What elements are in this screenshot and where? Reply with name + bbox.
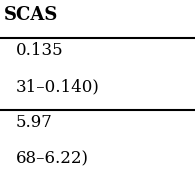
Text: 31–0.140): 31–0.140) bbox=[16, 78, 99, 95]
Text: 5.97: 5.97 bbox=[16, 114, 52, 131]
Text: SCAS: SCAS bbox=[4, 6, 58, 24]
Text: 68–6.22): 68–6.22) bbox=[16, 150, 89, 167]
Text: 0.135: 0.135 bbox=[16, 42, 63, 59]
